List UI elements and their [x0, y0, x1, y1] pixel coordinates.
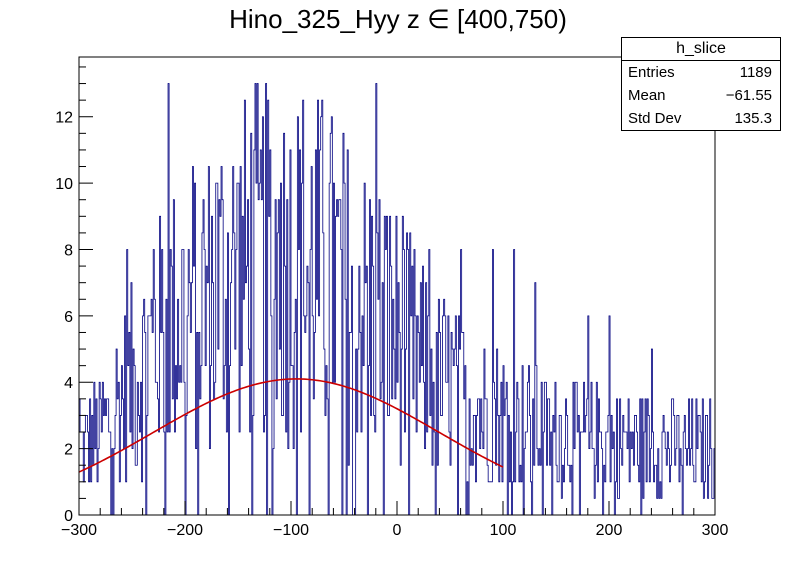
x-tick-label: 200: [596, 522, 623, 539]
stats-row-stddev: Std Dev 135.3: [622, 107, 780, 130]
y-tick-label: 0: [64, 508, 73, 525]
stats-row-mean: Mean −61.55: [622, 84, 780, 107]
chart-title: Hino_325_Hyy z ∈ [400,750): [229, 4, 567, 34]
fit-curve: [78, 378, 504, 473]
y-tick-label: 4: [64, 375, 73, 392]
y-tick-label: 12: [55, 110, 73, 127]
fit-curve-layer: [78, 378, 504, 473]
x-tick-label: −100: [273, 522, 309, 539]
x-tick-label: 300: [702, 522, 729, 539]
y-tick-label: 10: [55, 176, 73, 193]
x-tick-label: 100: [490, 522, 517, 539]
stats-value: −61.55: [725, 87, 772, 104]
histogram-bars: [78, 83, 716, 516]
x-tick-label: −300: [61, 522, 97, 539]
y-tick-label: 8: [64, 242, 73, 259]
stats-box: h_slice Entries 1189 Mean −61.55 Std Dev…: [621, 37, 781, 131]
y-tick-label: 2: [64, 442, 73, 459]
stats-value: 135.3: [734, 110, 772, 127]
axes: −300 −200 −100 0 100 200 300 0 2 4 6 8 10 12: [55, 66, 729, 539]
stats-value: 1189: [739, 64, 772, 81]
stats-box-title: h_slice: [622, 38, 780, 61]
x-tick-label: 0: [393, 522, 402, 539]
stats-row-entries: Entries 1189: [622, 61, 780, 84]
stats-label: Entries: [628, 64, 675, 81]
x-tick-label: −200: [167, 522, 203, 539]
stats-label: Mean: [628, 87, 666, 104]
histogram-series: [78, 83, 716, 516]
y-tick-label: 6: [64, 309, 73, 326]
stats-label: Std Dev: [628, 110, 682, 127]
